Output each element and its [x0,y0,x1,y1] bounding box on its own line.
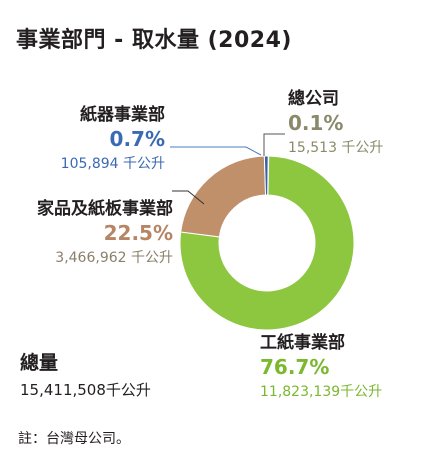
slice-name: 總公司 [288,89,339,109]
chart-title: 事業部門 - 取水量 (2024) [16,28,292,53]
label-industrial-paper: 工紙事業部 76.7% 11,823,139千公升 [260,328,382,401]
slice-percent: 0.7% [109,127,165,151]
slice-name: 工紙事業部 [260,333,345,353]
slice-paper-container [263,155,269,196]
slice-industrial-paper [179,155,355,331]
slice-percent: 76.7% [260,355,330,379]
footnote: 註：台灣母公司。 [18,431,130,447]
leader-line-paper-container [170,146,262,156]
slice-percent: 0.1% [288,111,344,135]
label-paper-container: 紙器事業部 0.7% 105,894 千公升 [61,100,165,173]
total-label: 總量 [20,352,59,374]
slice-household [180,155,267,238]
label-household: 家品及紙板事業部 22.5% 3,466,962 千公升 [37,194,173,267]
label-head-office: 總公司 0.1% 15,513 千公升 [288,84,383,157]
leader-line-household [172,190,205,205]
slice-amount: 3,466,962 千公升 [55,250,173,266]
slice-percent: 22.5% [103,221,173,245]
slice-amount: 15,513 千公升 [288,140,384,156]
slice-name: 紙器事業部 [80,105,165,125]
total-amount: 15,411,508千公升 [20,381,151,399]
total-block: 總量 15,411,508千公升 [20,348,151,400]
slice-name: 家品及紙板事業部 [37,199,173,219]
leader-line-head-office [263,133,285,156]
slice-amount: 11,823,139千公升 [260,384,383,400]
slice-amount: 105,894 千公升 [60,156,165,172]
